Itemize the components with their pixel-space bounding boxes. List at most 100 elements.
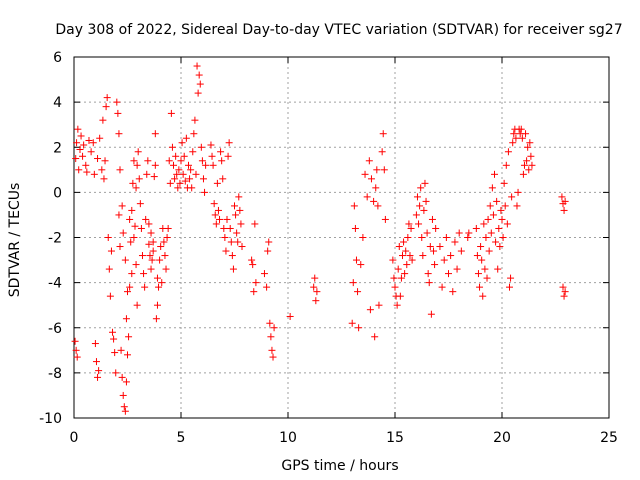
data-point — [110, 335, 118, 343]
data-point — [124, 288, 131, 296]
data-point — [492, 238, 500, 246]
data-point — [493, 197, 501, 205]
data-point — [182, 134, 190, 142]
data-point — [213, 179, 221, 187]
data-point — [173, 170, 181, 178]
data-point — [140, 270, 148, 278]
data-point — [494, 265, 502, 273]
data-point — [498, 215, 506, 223]
data-point — [72, 155, 80, 163]
data-point — [390, 274, 398, 282]
data-point — [269, 353, 277, 361]
y-tick-labels: -10 -8 -6 -4 -2 0 2 4 6 — [39, 50, 62, 427]
data-point — [370, 197, 378, 205]
data-point — [371, 333, 379, 341]
data-point — [248, 256, 256, 264]
data-point — [148, 256, 156, 264]
data-point — [217, 148, 225, 156]
data-point — [425, 279, 433, 287]
data-point — [402, 247, 410, 255]
data-point — [499, 234, 507, 241]
data-point — [202, 161, 210, 169]
data-point — [210, 200, 218, 208]
data-point — [177, 157, 185, 165]
data-point — [397, 274, 405, 282]
data-point — [474, 270, 482, 278]
data-point — [151, 161, 159, 169]
data-point — [144, 157, 152, 165]
data-point — [505, 283, 513, 291]
y-tick-label: -10 — [39, 411, 62, 427]
data-point — [107, 247, 115, 255]
data-point — [232, 211, 240, 219]
data-point — [147, 229, 155, 237]
data-point — [378, 148, 386, 156]
data-point — [112, 369, 120, 377]
data-point — [502, 161, 510, 169]
data-point — [464, 234, 472, 241]
data-point — [194, 89, 202, 97]
data-point — [175, 166, 183, 174]
data-point — [124, 351, 131, 359]
data-point — [101, 157, 109, 165]
data-point — [117, 346, 125, 354]
data-point — [114, 109, 122, 117]
data-point — [208, 152, 216, 160]
data-point — [160, 238, 168, 246]
data-point — [480, 220, 488, 228]
x-tick-label: 15 — [386, 430, 404, 446]
data-point — [131, 222, 139, 230]
data-point — [250, 288, 258, 296]
y-tick-label: 6 — [53, 50, 62, 66]
data-point — [178, 139, 186, 147]
data-point — [196, 80, 204, 88]
data-point — [268, 346, 276, 354]
data-point — [201, 188, 209, 196]
data-point — [96, 134, 104, 142]
data-point — [486, 202, 494, 210]
data-point — [162, 265, 170, 273]
data-point — [381, 215, 389, 223]
data-point — [113, 98, 121, 106]
data-point — [286, 312, 294, 320]
data-point — [524, 143, 532, 151]
data-point — [145, 220, 153, 228]
data-point — [424, 270, 432, 278]
y-tick-label: -6 — [48, 321, 62, 337]
data-point — [510, 130, 518, 138]
data-point — [176, 179, 184, 187]
data-point — [560, 292, 568, 300]
data-point — [90, 170, 98, 178]
data-point — [132, 261, 140, 269]
data-point — [103, 94, 111, 102]
data-point — [161, 252, 169, 260]
data-point — [525, 166, 533, 174]
data-point — [365, 157, 373, 165]
data-point — [127, 238, 135, 246]
axis-ticks — [73, 56, 610, 419]
data-point — [394, 265, 402, 273]
data-point — [73, 139, 81, 147]
data-point — [166, 179, 174, 187]
data-point — [153, 301, 161, 309]
y-axis-label: SDTVAR / TECUs — [7, 183, 23, 298]
data-point — [457, 247, 465, 255]
data-point — [226, 224, 234, 232]
data-point — [508, 193, 516, 201]
data-point — [445, 270, 452, 278]
y-tick-label: 0 — [53, 185, 62, 201]
data-point — [126, 283, 134, 291]
data-point — [270, 324, 278, 332]
data-point — [313, 288, 321, 296]
data-point — [135, 175, 143, 183]
data-point — [133, 161, 141, 169]
data-point — [263, 283, 271, 291]
data-point — [403, 261, 411, 269]
y-tick-label: 4 — [53, 95, 62, 111]
data-point — [504, 148, 512, 156]
data-point — [481, 265, 489, 273]
data-point — [155, 283, 163, 291]
data-point — [116, 166, 124, 174]
data-point — [122, 315, 130, 323]
